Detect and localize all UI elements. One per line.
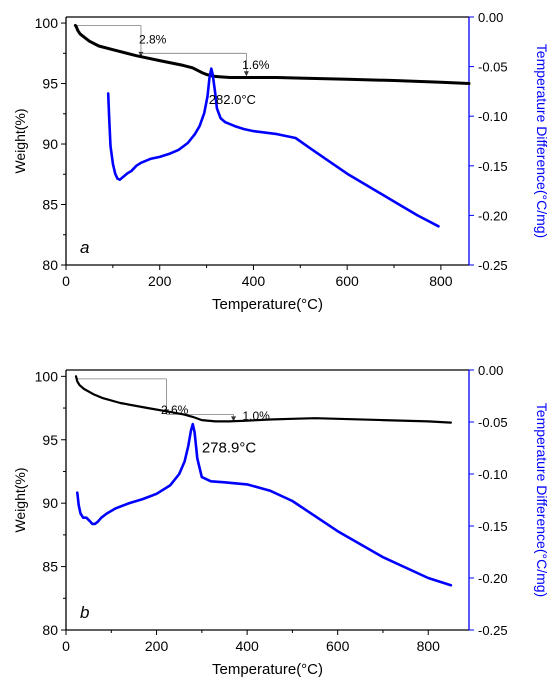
y-right-tick-label: -0.15 bbox=[478, 519, 508, 534]
annotation-label: 1.6% bbox=[242, 58, 270, 72]
x-axis-title: Temperature(°C) bbox=[212, 296, 323, 313]
x-tick-label: 600 bbox=[326, 638, 350, 654]
y-left-tick-label: 100 bbox=[35, 15, 59, 31]
x-tick-label: 600 bbox=[335, 273, 359, 289]
y-right-tick-label: -0.10 bbox=[478, 109, 508, 124]
x-tick-label: 0 bbox=[62, 273, 70, 289]
chart-panel-b: 0 200 400 600 800 80 85 90 95 100 0.00 -0.05 -0.10 -0… bbox=[12, 363, 550, 678]
x-axis-title: Temperature(°C) bbox=[212, 661, 323, 678]
annotation-label: 278.9°C bbox=[202, 439, 257, 456]
weight-series-line bbox=[74, 375, 452, 424]
y-left-tick-label: 95 bbox=[42, 76, 58, 92]
dta-series-line bbox=[76, 422, 453, 587]
y-left-tick-label: 100 bbox=[35, 368, 59, 384]
annotation-label: 282.0°C bbox=[209, 92, 256, 107]
y-right-axis-title: Temperature Difference(°C/mg) bbox=[534, 44, 550, 238]
y-right-tick-label: -0.15 bbox=[478, 159, 508, 174]
y-right-tick-label: -0.20 bbox=[478, 571, 508, 586]
y-left-tick-label: 85 bbox=[42, 559, 58, 575]
y-left-tick-label: 80 bbox=[42, 257, 58, 273]
panel-label: a bbox=[80, 238, 89, 257]
y-right-axis-title: Temperature Difference(°C/mg) bbox=[534, 403, 550, 597]
y-right-tick-label: -0.25 bbox=[478, 258, 508, 273]
y-left-tick-label: 90 bbox=[42, 136, 58, 152]
weight-series-line bbox=[73, 24, 471, 85]
x-tick-label: 200 bbox=[148, 273, 172, 289]
y-left-tick-label: 80 bbox=[42, 622, 58, 638]
y-left-tick-label: 85 bbox=[42, 197, 58, 213]
y-left-axis-title: Weight(%) bbox=[12, 108, 28, 173]
annotation-label: 1.0% bbox=[243, 409, 271, 423]
x-tick-label: 400 bbox=[242, 273, 266, 289]
step-mark-arrowhead bbox=[231, 416, 237, 422]
step-mark-arrowhead bbox=[243, 71, 249, 77]
y-right-tick-label: 0.00 bbox=[478, 363, 503, 378]
panel-label: b bbox=[80, 603, 89, 622]
y-right-tick-label: -0.05 bbox=[478, 60, 508, 75]
y-left-tick-label: 95 bbox=[42, 432, 58, 448]
chart-panel-a: 0 200 400 600 800 80 85 90 95 100 0.00 -0.05 -0.10 -0… bbox=[12, 10, 550, 313]
x-tick-label: 800 bbox=[429, 273, 453, 289]
y-left-tick-label: 90 bbox=[42, 495, 58, 511]
y-right-tick-label: -0.20 bbox=[478, 208, 508, 223]
annotation-label: 2.8% bbox=[139, 33, 167, 47]
x-tick-label: 400 bbox=[235, 638, 259, 654]
x-tick-label: 200 bbox=[145, 638, 169, 654]
y-right-tick-label: 0.00 bbox=[478, 10, 503, 25]
annotation-label: 2.6% bbox=[161, 403, 189, 417]
y-right-tick-label: -0.05 bbox=[478, 415, 508, 430]
dta-series-line bbox=[106, 67, 440, 228]
y-right-tick-label: -0.10 bbox=[478, 467, 508, 482]
y-left-axis-title: Weight(%) bbox=[12, 467, 28, 532]
x-tick-label: 800 bbox=[417, 638, 441, 654]
x-tick-label: 0 bbox=[62, 638, 70, 654]
y-right-tick-label: -0.25 bbox=[478, 623, 508, 638]
